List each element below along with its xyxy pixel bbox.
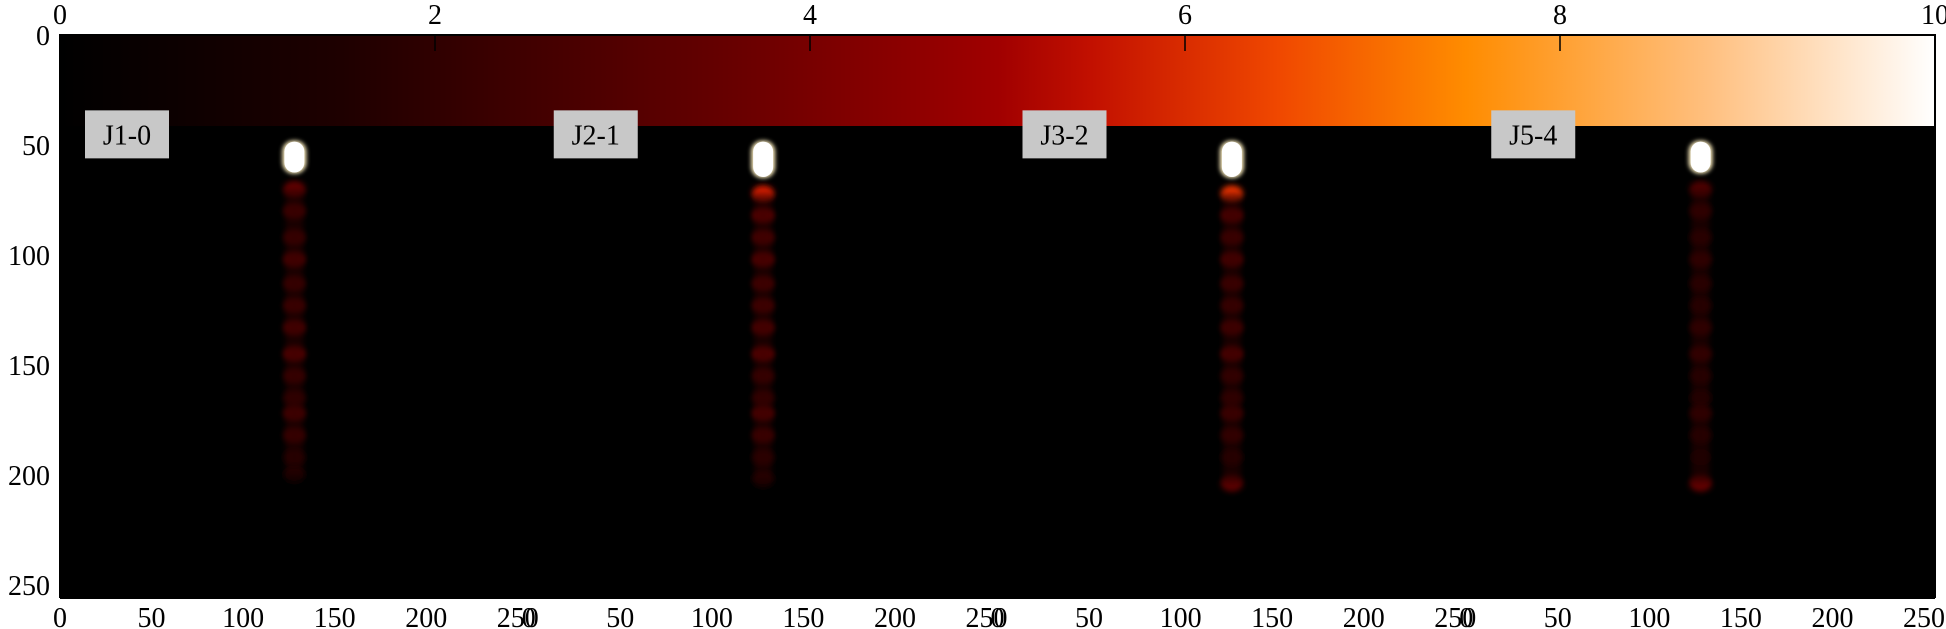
colorbar-tick-label: 6 bbox=[1178, 0, 1192, 31]
panel-label-box bbox=[553, 110, 638, 159]
streak-head bbox=[753, 141, 774, 177]
colorbar-tick-label: 2 bbox=[428, 0, 442, 31]
y-tick-label: 150 bbox=[8, 351, 50, 382]
x-tick-label: 0 bbox=[1459, 603, 1473, 629]
x-tick-label: 150 bbox=[314, 603, 356, 629]
x-tick-label: 50 bbox=[138, 603, 166, 629]
x-tick-label: 150 bbox=[1720, 603, 1762, 629]
panel-label-box bbox=[1022, 110, 1107, 159]
streak-head bbox=[1690, 141, 1711, 173]
colorbar-tick-label: 4 bbox=[803, 0, 817, 31]
x-tick-label: 200 bbox=[874, 603, 916, 629]
panel-label-box bbox=[1491, 110, 1576, 159]
plot-background bbox=[60, 35, 1935, 598]
y-axis: 0 50 100 150 200 250 bbox=[8, 21, 1936, 602]
panel-j3-2: J3-2 bbox=[1022, 110, 1244, 492]
colorbar-tick-label: 8 bbox=[1553, 0, 1567, 31]
x-tick-label: 50 bbox=[1075, 603, 1103, 629]
streak-tail bbox=[1691, 188, 1710, 484]
x-tick-label: 150 bbox=[1251, 603, 1293, 629]
x-tick-label: 100 bbox=[1160, 603, 1202, 629]
y-tick-label: 0 bbox=[36, 21, 50, 52]
panel-label: J2-1 bbox=[572, 120, 620, 151]
y-tick-label: 250 bbox=[8, 571, 50, 602]
x-tick-label: 250 bbox=[1903, 603, 1945, 629]
x-tick-label: 200 bbox=[405, 603, 447, 629]
x-tick-label: 100 bbox=[691, 603, 733, 629]
colorbar-gradient bbox=[60, 35, 1935, 127]
panel-label: J5-4 bbox=[1509, 120, 1557, 151]
panel-label: J3-2 bbox=[1040, 120, 1088, 151]
y-tick-label: 50 bbox=[22, 131, 50, 162]
panel-j5-4: J5-4 bbox=[1491, 110, 1713, 492]
x-tick-label: 250 bbox=[1434, 603, 1476, 629]
x-tick-label: 200 bbox=[1811, 603, 1853, 629]
streak-tail bbox=[1222, 193, 1241, 484]
x-tick-label: 250 bbox=[966, 603, 1008, 629]
streak-tail bbox=[285, 188, 304, 475]
x-tick-label: 0 bbox=[991, 603, 1005, 629]
x-tick-label: 250 bbox=[497, 603, 539, 629]
panel-label: J1-0 bbox=[103, 120, 151, 151]
x-tick-label: 100 bbox=[222, 603, 264, 629]
x-tick-label: 50 bbox=[606, 603, 634, 629]
panel-j2-1: J2-1 bbox=[553, 110, 776, 488]
colorbar-tick-label: 0 bbox=[53, 0, 67, 31]
y-tick-label: 200 bbox=[8, 461, 50, 492]
panel-j1-0: J1-0 bbox=[85, 110, 307, 483]
panels: J1-0 J2-1 J3-2 J5-4 bbox=[85, 110, 1713, 492]
colorbar: 0 2 4 6 8 10 bbox=[53, 0, 1946, 128]
x-tick-label: 50 bbox=[1544, 603, 1572, 629]
x-tick-label: 150 bbox=[782, 603, 824, 629]
x-tick-label: 100 bbox=[1628, 603, 1670, 629]
colorbar-tick-label: 10 bbox=[1921, 0, 1946, 31]
streak-head bbox=[1221, 141, 1242, 177]
x-tick-label: 0 bbox=[522, 603, 536, 629]
x-tick-label: 0 bbox=[53, 603, 67, 629]
streak-head bbox=[284, 141, 305, 173]
streak-tail bbox=[754, 193, 773, 480]
panel-label-box bbox=[85, 110, 169, 159]
y-tick-label: 100 bbox=[8, 241, 50, 272]
x-tick-label: 200 bbox=[1343, 603, 1385, 629]
